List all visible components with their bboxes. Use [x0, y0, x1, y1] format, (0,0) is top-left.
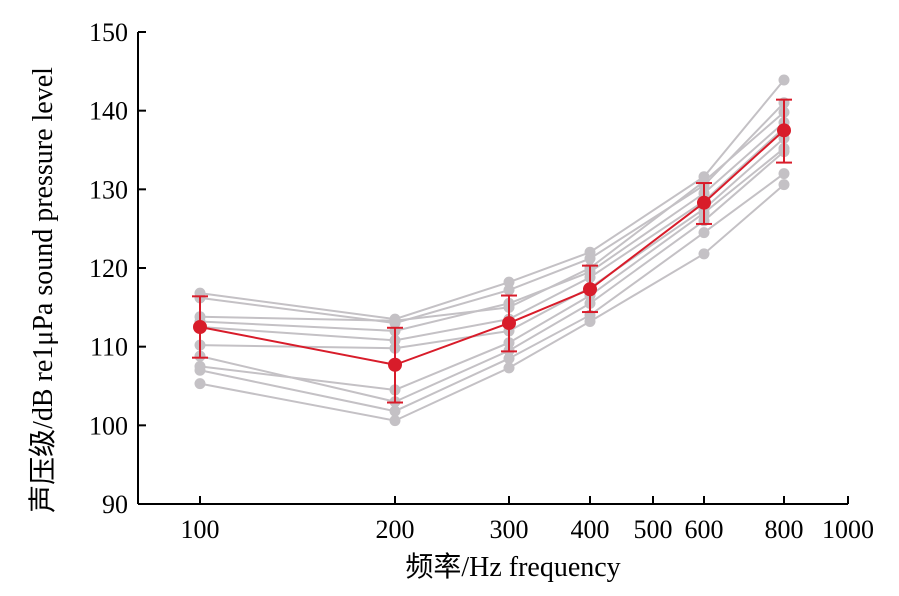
- mean-series-layer: [192, 98, 792, 404]
- mean-point: [697, 195, 711, 210]
- mean-point: [502, 316, 516, 331]
- individual-series-line: [199, 137, 785, 350]
- x-tick-label: 500: [634, 515, 673, 544]
- x-ticks: 100 200 300 400 500 600 800 1000: [181, 496, 874, 544]
- individual-point: [778, 74, 790, 86]
- individual-point: [389, 415, 401, 427]
- mean-point: [388, 357, 402, 372]
- individual-point: [503, 276, 515, 288]
- axes: 100 200 300 400 500 600 800 1000 90 100 110 120 130…: [89, 18, 874, 544]
- y-tick-label: 90: [102, 490, 128, 519]
- y-tick-label: 140: [89, 97, 128, 126]
- plot-area: [192, 74, 792, 427]
- y-tick-label: 110: [90, 333, 128, 362]
- individual-point: [194, 378, 206, 390]
- mean-point: [777, 123, 791, 138]
- y-axis-label: 声压级/dB re1μPa sound pressure level: [27, 67, 59, 513]
- individual-series-line: [199, 111, 785, 322]
- individual-series-layer: [194, 74, 790, 427]
- y-tick-label: 150: [89, 18, 128, 47]
- x-tick-label: 400: [571, 515, 610, 544]
- individual-series-line: [199, 79, 785, 321]
- individual-point: [503, 352, 515, 364]
- x-tick-label: 200: [376, 515, 415, 544]
- y-tick-label: 130: [89, 175, 128, 204]
- x-tick-label: 600: [685, 515, 724, 544]
- mean-series-line: [199, 129, 785, 366]
- individual-point: [698, 175, 710, 187]
- individual-series-line: [199, 102, 785, 325]
- individual-point: [503, 284, 515, 296]
- y-ticks: 90 100 110 120 130 140 150: [89, 18, 146, 519]
- individual-series-line: [199, 150, 785, 403]
- individual-point: [194, 364, 206, 376]
- y-tick-label: 100: [89, 411, 128, 440]
- mean-point: [193, 320, 207, 334]
- y-tick-label: 120: [89, 254, 128, 283]
- individual-point: [389, 405, 401, 417]
- individual-point: [778, 168, 790, 180]
- x-tick-label: 1000: [822, 515, 874, 544]
- individual-series-line: [199, 172, 785, 413]
- x-axis-label: 频率/Hz frequency: [405, 551, 620, 583]
- individual-series-line: [199, 183, 785, 422]
- mean-point: [583, 282, 597, 297]
- individual-point: [584, 315, 596, 327]
- x-tick-label: 800: [765, 515, 804, 544]
- individual-point: [503, 362, 515, 374]
- individual-series-line: [199, 121, 785, 332]
- individual-point: [584, 253, 596, 265]
- individual-point: [698, 248, 710, 260]
- individual-point: [778, 179, 790, 191]
- individual-series-line: [199, 147, 785, 391]
- x-tick-label: 300: [490, 515, 529, 544]
- individual-point: [389, 315, 401, 327]
- x-tick-label: 100: [181, 515, 220, 544]
- individual-point: [698, 227, 710, 239]
- individual-series-line: [199, 127, 785, 342]
